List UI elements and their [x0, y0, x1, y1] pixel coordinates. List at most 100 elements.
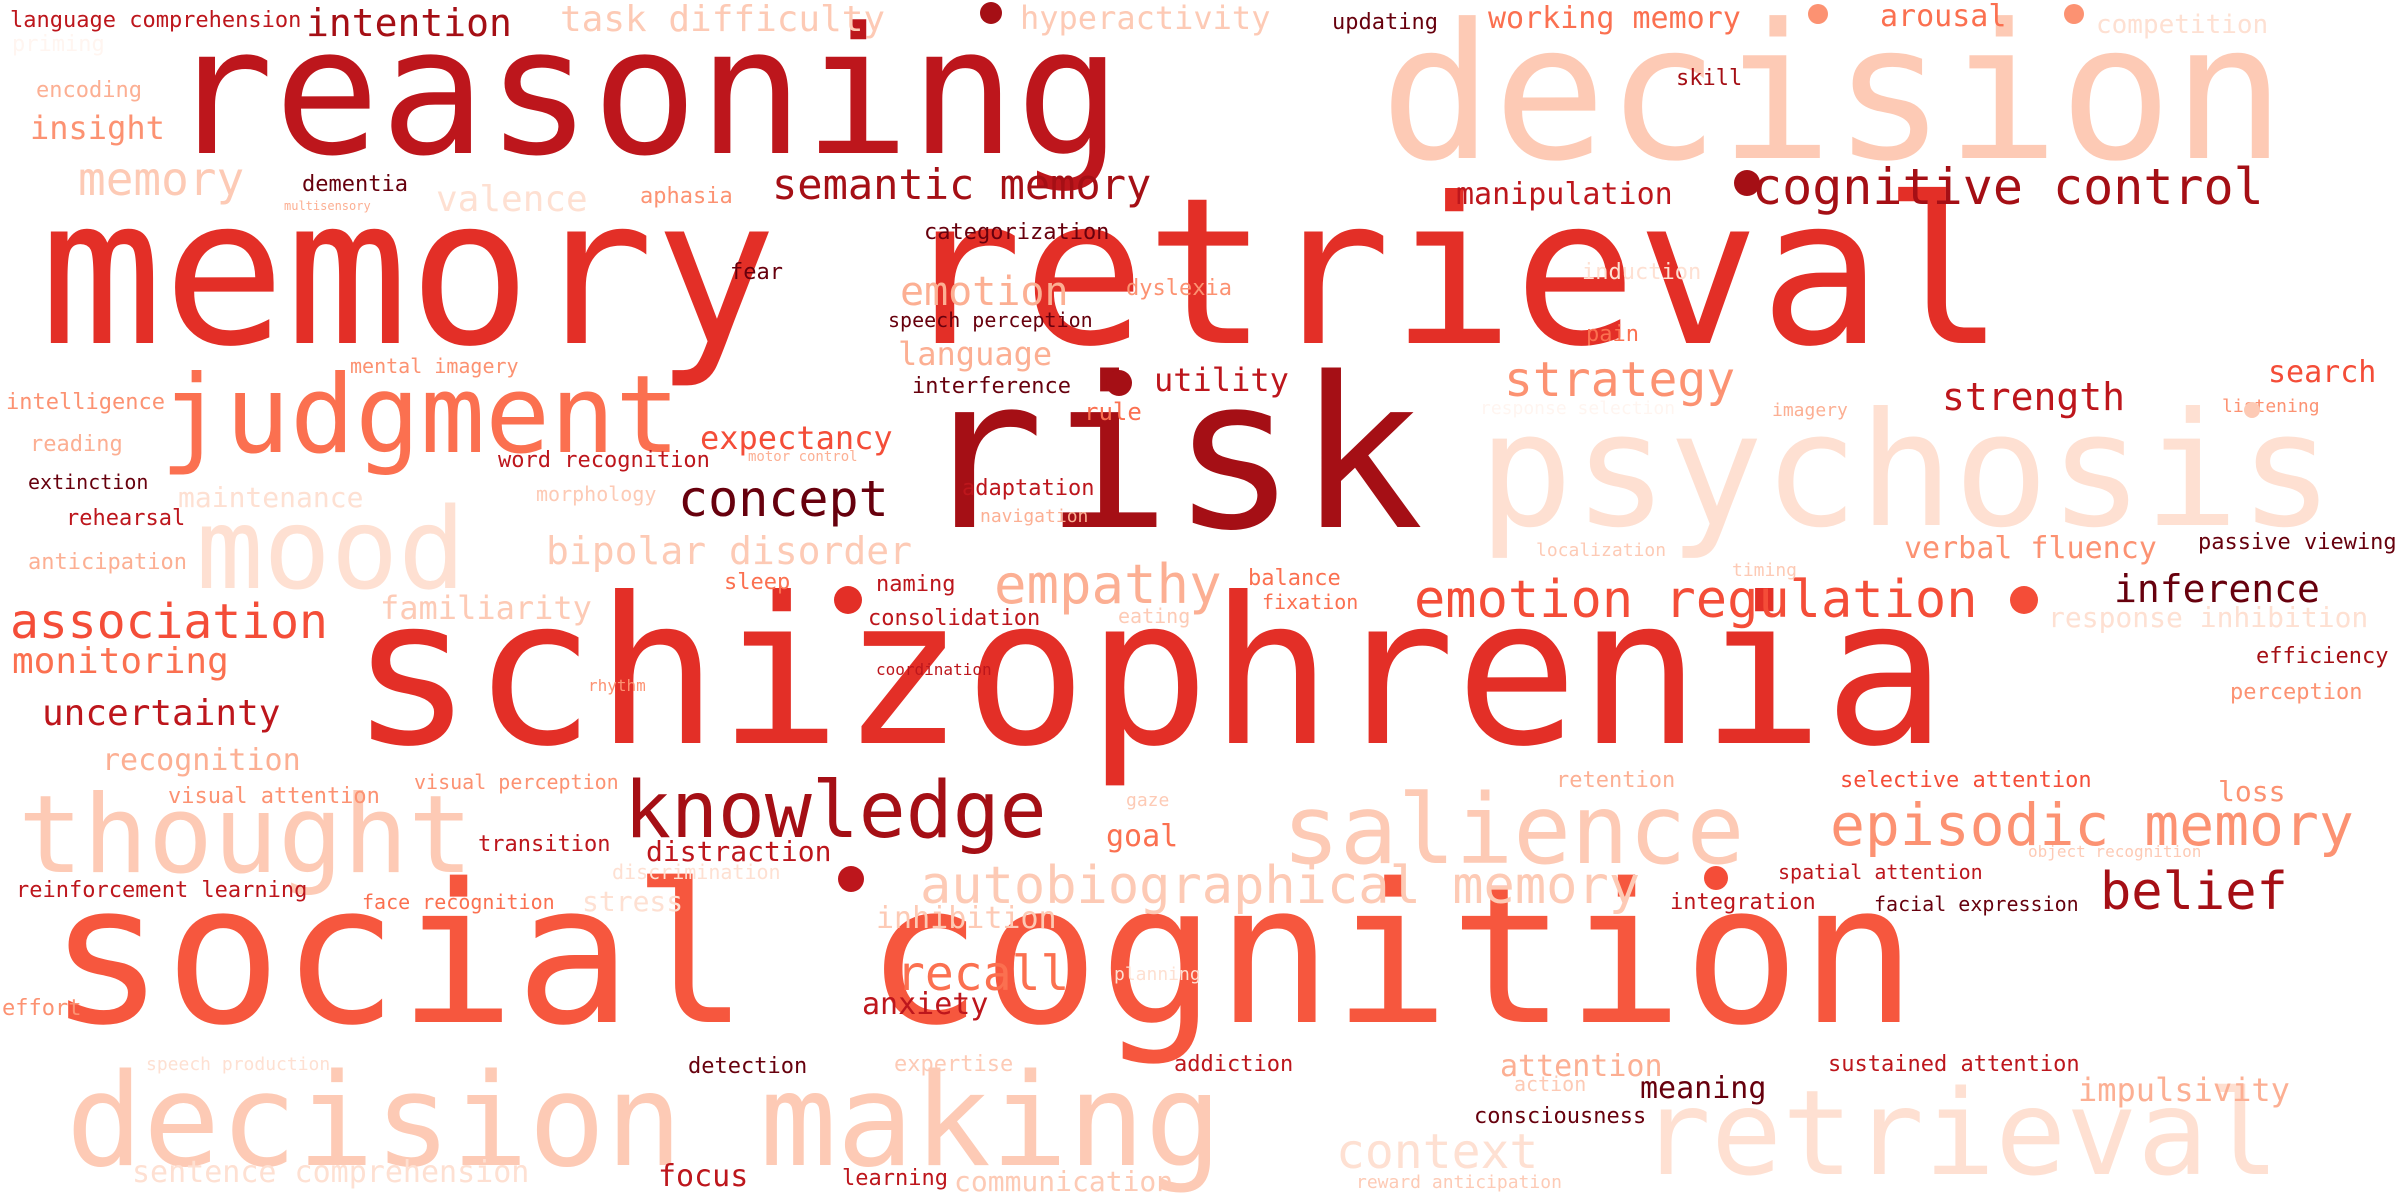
word-semantic-memory: semantic memory — [772, 160, 1152, 209]
word-mental-imagery: mental imagery — [350, 354, 519, 378]
word-language: language — [898, 335, 1053, 373]
word-monitoring: monitoring — [12, 641, 229, 682]
word-rehearsal: rehearsal — [66, 506, 186, 531]
word-risk: risk — [918, 332, 1424, 577]
word-pain: pain — [1586, 322, 1639, 347]
dot-mark — [1808, 4, 1828, 24]
word-emotion-regulation: emotion regulation — [1414, 570, 1978, 630]
word-familiarity: familiarity — [380, 589, 592, 627]
word-fear: fear — [730, 260, 783, 285]
word-encoding: encoding — [36, 78, 142, 103]
word-strength: strength — [1942, 375, 2126, 419]
word-focus: focus — [658, 1159, 749, 1194]
word-strategy: strategy — [1504, 352, 1736, 408]
word-skill: skill — [1676, 66, 1743, 91]
word-meaning: meaning — [1640, 1071, 1767, 1106]
word-decision: decision — [1380, 0, 2286, 203]
word-rule: rule — [1084, 398, 1142, 426]
word-categorization: categorization — [924, 220, 1110, 245]
word-memory-retrieval: memory retrieval — [40, 155, 2006, 392]
word-object-recognition: object recognition — [2028, 842, 2202, 861]
word-expectancy: expectancy — [700, 419, 893, 457]
word-anxiety: anxiety — [862, 987, 989, 1022]
word-reinforcement-learning: reinforcement learning — [16, 878, 308, 903]
word-expertise: expertise — [894, 1052, 1014, 1077]
word-judgment: judgment — [160, 353, 681, 478]
word-intention: intention — [306, 1, 512, 45]
word-response-selection: response selection — [1480, 398, 1676, 419]
word-task-difficulty: task difficulty — [560, 0, 886, 40]
word-hyperactivity: hyperactivity — [1020, 0, 1271, 37]
dot-mark — [1106, 370, 1132, 396]
word-face-recognition: face recognition — [362, 890, 555, 914]
word-uncertainty: uncertainty — [42, 693, 281, 734]
word-consciousness: consciousness — [1474, 1104, 1647, 1129]
word-social-cognition: social cognition — [48, 842, 1917, 1068]
word-induction: induction — [1582, 260, 1702, 285]
dot-mark — [1704, 866, 1728, 890]
word-salience: salience — [1282, 774, 1745, 886]
word-detection: detection — [688, 1054, 808, 1079]
word-emotion: emotion — [900, 269, 1069, 315]
word-schizophrenia: schizophrenia — [350, 555, 1947, 792]
word-thought: thought — [18, 773, 474, 898]
word-multisensory: multisensory — [284, 199, 371, 213]
word-reasoning: reasoning — [168, 0, 1122, 195]
word-response-inhibition: response inhibition — [2048, 601, 2369, 634]
word-aphasia: aphasia — [640, 184, 733, 209]
dot-mark — [2244, 402, 2260, 418]
word-context: context — [1336, 1124, 1539, 1180]
word-priming: priming — [12, 32, 105, 57]
word-retrieval: retrieval — [1640, 1064, 2280, 1200]
word-sustained-attention: sustained attention — [1828, 1052, 2080, 1077]
word-dyslexia: dyslexia — [1126, 276, 1232, 301]
word-transition: transition — [478, 832, 611, 857]
word-action: action — [1514, 1072, 1587, 1096]
word-arousal: arousal — [1880, 0, 2007, 34]
word-anticipation: anticipation — [28, 550, 187, 575]
word-imagery: imagery — [1772, 400, 1848, 421]
word-recall: recall — [896, 946, 1070, 1002]
word-balance: balance — [1248, 566, 1341, 591]
word-adaptation: adaptation — [962, 476, 1095, 501]
word-psychosis: psychosis — [1478, 379, 2335, 563]
word-eating: eating — [1118, 604, 1191, 628]
word-impulsivity: impulsivity — [2078, 1071, 2290, 1109]
word-spatial-attention: spatial attention — [1778, 860, 1983, 884]
word-maintenance: maintenance — [178, 481, 364, 514]
word-navigation: navigation — [980, 506, 1089, 527]
word-language-comprehension: language comprehension — [10, 8, 302, 33]
word-dementia: dementia — [302, 172, 408, 197]
dot-mark — [1734, 170, 1760, 196]
word-empathy: empathy — [994, 553, 1222, 616]
word-verbal-fluency: verbal fluency — [1904, 531, 2157, 566]
word-interference: interference — [912, 374, 1071, 399]
dot-mark — [838, 866, 864, 892]
word-planning: planning — [1114, 964, 1201, 985]
word-coordination: coordination — [876, 660, 992, 679]
word-updating: updating — [1332, 10, 1438, 35]
dot-mark — [2064, 4, 2084, 24]
word-reading: reading — [30, 432, 123, 457]
word-passive-viewing: passive viewing — [2198, 530, 2397, 555]
word-sleep: sleep — [724, 570, 791, 595]
dot-mark — [980, 2, 1002, 24]
word-gaze: gaze — [1126, 790, 1170, 811]
word-autobiographical-memory: autobiographical memory — [920, 856, 1641, 916]
word-reward-anticipation: reward anticipation — [1356, 1172, 1562, 1193]
word-decision-making: decision making — [66, 1047, 1222, 1196]
word-distraction: distraction — [646, 835, 832, 868]
word-recognition: recognition — [102, 743, 301, 778]
word-episodic-memory: episodic memory — [1830, 791, 2354, 859]
word-manipulation: manipulation — [1456, 177, 1673, 212]
word-retention: retention — [1556, 768, 1676, 793]
word-knowledge: knowledge — [624, 766, 1047, 856]
word-mood: mood — [196, 485, 466, 615]
word-cognitive-control: cognitive control — [1752, 158, 2264, 216]
word-word-recognition: word recognition — [498, 448, 710, 473]
word-morphology: morphology — [536, 482, 657, 506]
word-utility: utility — [1154, 361, 1289, 399]
word-listening: listening — [2222, 396, 2320, 417]
word-working-memory: working memory — [1488, 1, 1741, 36]
word-visual-attention: visual attention — [168, 784, 380, 809]
